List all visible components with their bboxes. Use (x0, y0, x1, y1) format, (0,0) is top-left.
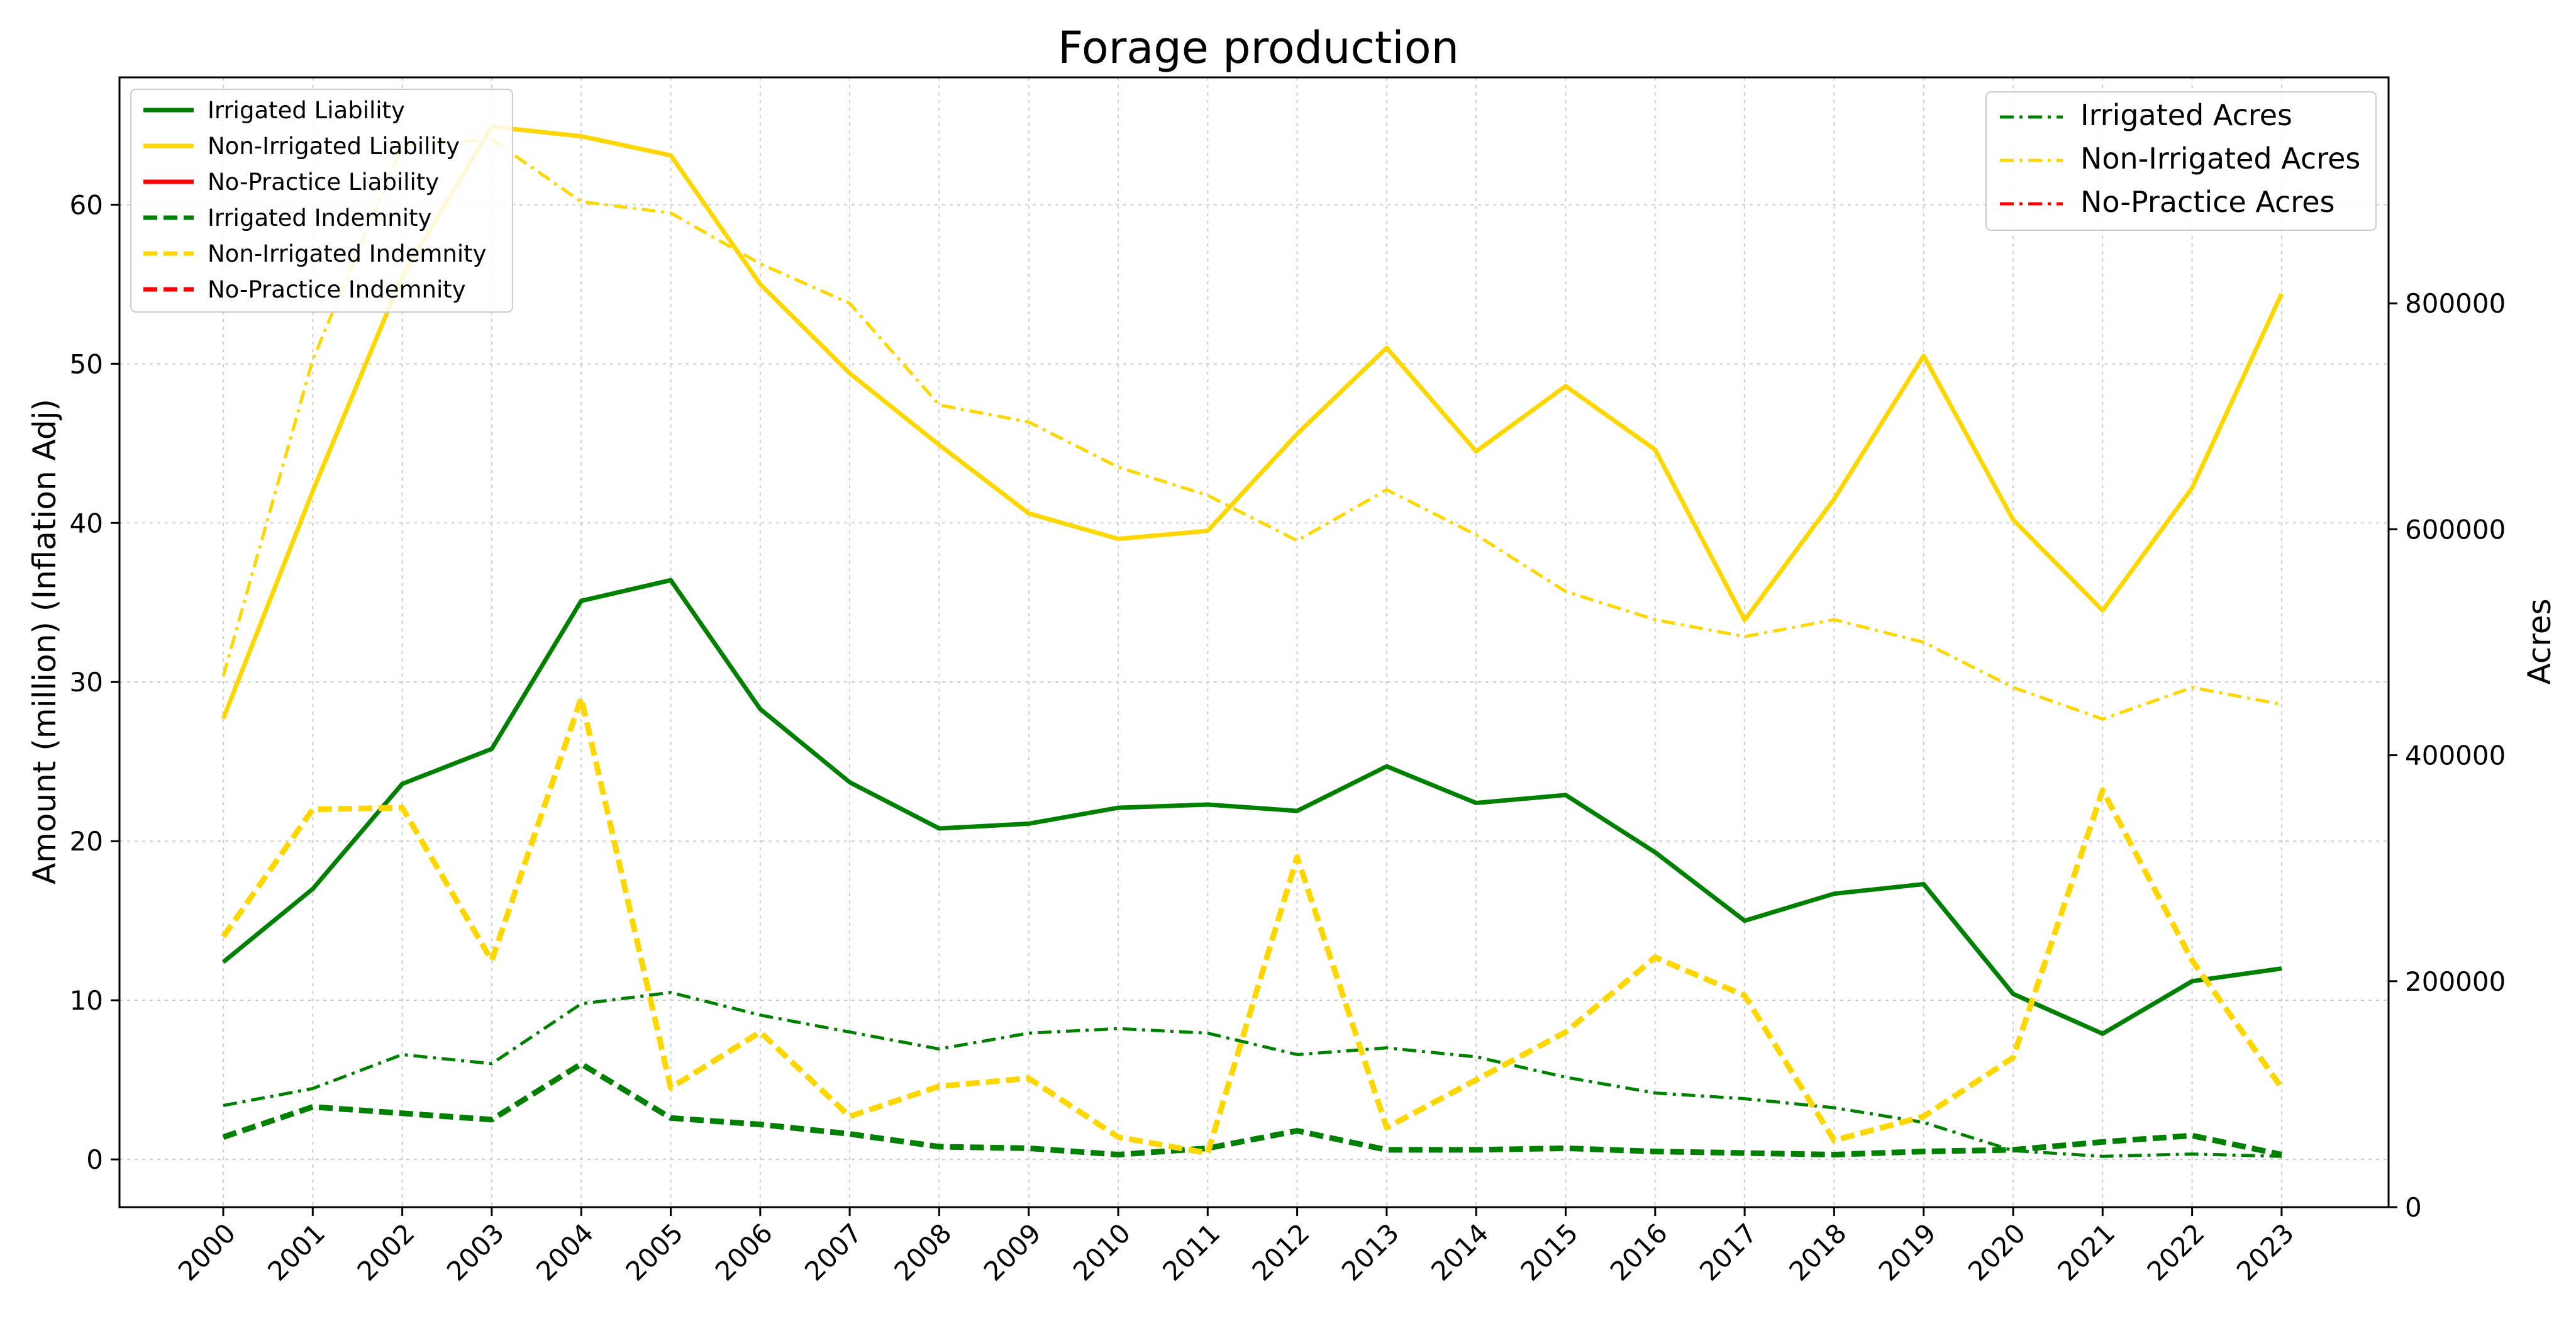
legend-label-non-irrigated-liability: Non-Irrigated Liability (208, 133, 460, 160)
y-tick-label: 50 (70, 348, 103, 379)
grid-lines (119, 77, 2389, 1207)
y-right-tick-label: 800000 (2405, 288, 2506, 319)
legend-label-no-practice-indemnity: No-Practice Indemnity (208, 276, 466, 303)
legend-label-no-practice-acres: No-Practice Acres (2080, 185, 2334, 219)
series-irrigated-indemnity-line (222, 1061, 2282, 1157)
legend-right: Irrigated Acres Non-Irrigated Acres No-Pra… (1985, 91, 2377, 231)
y-ticks-left: 0 10 20 30 40 50 60 (70, 189, 119, 1175)
chart-title: Forage production (1058, 22, 1459, 74)
series-irrigated-liability-line (221, 577, 2282, 1036)
legend-label-irrigated-acres: Irrigated Acres (2080, 98, 2292, 132)
series-non-irrigated-liability-line (221, 124, 2284, 720)
y-right-tick-label: 400000 (2405, 740, 2506, 771)
y-tick-label: 0 (86, 1144, 103, 1175)
y-tick-label: 20 (70, 826, 103, 857)
axes-group (118, 76, 2390, 1208)
y-tick-label: 40 (70, 508, 103, 538)
legend-box (1985, 91, 2377, 231)
legend-label-non-irrigated-indemnity: Non-Irrigated Indemnity (208, 240, 487, 267)
series-group (221, 124, 2284, 1158)
y-axis-right-label: Acres (2521, 598, 2558, 684)
legend-left: Irrigated Liability Non-Irrigated Liabili… (130, 89, 513, 313)
plot-frame (118, 76, 2390, 1208)
legend-label-irrigated-liability: Irrigated Liability (208, 97, 405, 124)
legend-label-irrigated-indemnity: Irrigated Indemnity (208, 204, 431, 231)
y-right-tick-label: 200000 (2405, 966, 2506, 997)
series-irrigated-acres-line (223, 991, 2282, 1158)
y-axis-label: Amount (million) (Inflation Adj) (26, 399, 63, 884)
y-tick-label: 60 (70, 189, 103, 220)
series-non-irrigated-acres-line (221, 138, 2282, 721)
legend-label-no-practice-liability: No-Practice Liability (208, 169, 439, 196)
y-right-tick-label: 0 (2405, 1192, 2422, 1223)
legend-box (130, 89, 513, 313)
y-ticks-right: 0 200000 400000 600000 800000 (2389, 288, 2506, 1223)
y-tick-label: 30 (70, 667, 103, 698)
y-tick-label: 10 (70, 985, 103, 1016)
series-non-irrigated-indemnity-line (221, 695, 2284, 1156)
y-right-tick-label: 600000 (2405, 514, 2506, 545)
legend-label-non-irrigated-acres: Non-Irrigated Acres (2080, 142, 2360, 176)
